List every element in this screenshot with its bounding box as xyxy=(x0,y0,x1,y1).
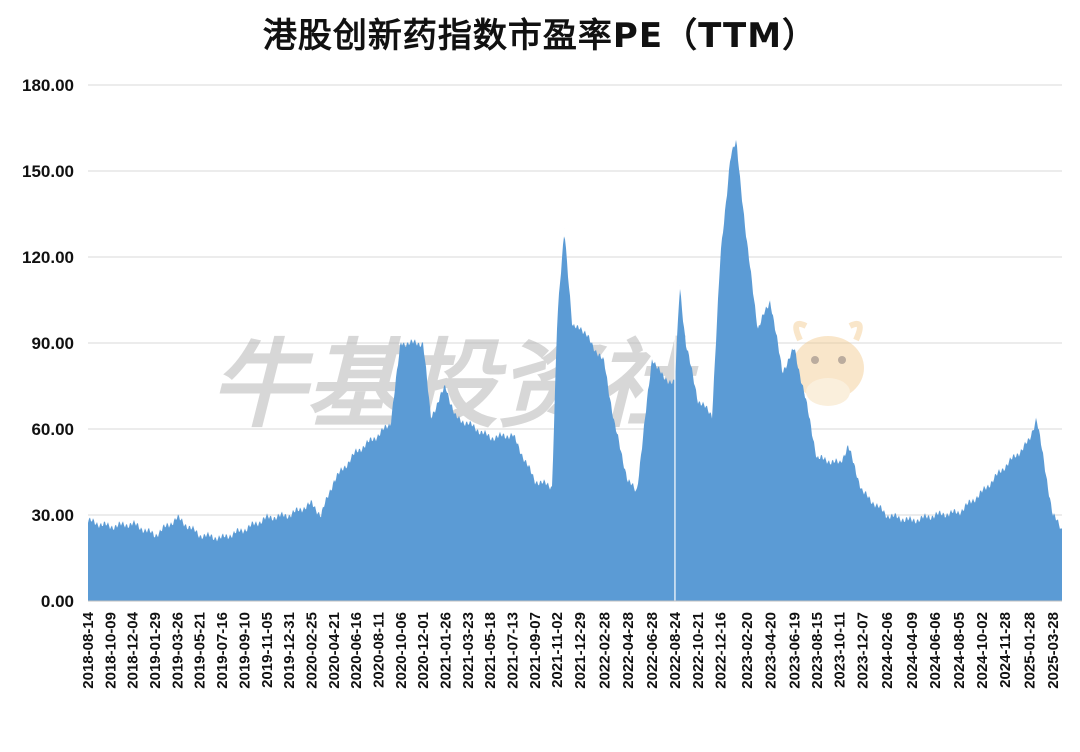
x-tick-label: 2019-01-29 xyxy=(147,612,164,689)
x-tick-label: 2019-09-10 xyxy=(236,612,253,689)
x-tick-label: 2021-01-26 xyxy=(438,612,455,689)
x-tick-label: 2021-12-29 xyxy=(572,612,589,689)
y-tick-label: 150.00 xyxy=(22,162,74,181)
x-tick-label: 2023-04-20 xyxy=(762,612,779,689)
pe-area-series xyxy=(88,139,1062,601)
x-tick-label: 2025-03-28 xyxy=(1045,612,1062,689)
x-tick-label: 2020-12-01 xyxy=(415,612,432,689)
bull-mascot-icon xyxy=(792,320,864,406)
x-tick-label: 2023-08-15 xyxy=(809,612,826,689)
x-tick-label: 2024-04-09 xyxy=(904,612,921,689)
x-tick-label: 2021-09-07 xyxy=(527,612,544,689)
x-tick-label: 2018-08-14 xyxy=(80,611,97,688)
x-tick-label: 2022-08-24 xyxy=(667,611,684,688)
x-tick-label: 2024-11-28 xyxy=(997,612,1014,688)
x-axis: 2018-08-14 2018-10-09 2018-12-04 2019-01-29… xyxy=(80,600,1062,689)
x-tick-label: 2018-10-09 xyxy=(102,612,119,689)
y-tick-label: 30.00 xyxy=(31,506,74,525)
x-tick-label: 2020-10-06 xyxy=(393,612,410,689)
x-tick-label: 2020-06-16 xyxy=(348,612,365,689)
y-tick-label: 90.00 xyxy=(31,334,74,353)
x-tick-label: 2022-02-28 xyxy=(596,612,613,689)
y-axis: 0.00 30.00 60.00 90.00 120.00 150.00 180.00 xyxy=(22,76,74,611)
x-tick-label: 2019-11-05 xyxy=(259,612,276,688)
plot-area xyxy=(87,139,1063,601)
x-tick-label: 2024-10-02 xyxy=(974,612,991,689)
x-tick-label: 2020-04-21 xyxy=(326,612,343,689)
x-tick-label: 2022-10-21 xyxy=(690,612,707,689)
x-tick-label: 2019-07-16 xyxy=(214,612,231,689)
y-tick-label: 120.00 xyxy=(22,248,74,267)
x-tick-label: 2021-11-02 xyxy=(549,612,566,688)
x-tick-label: 2021-05-18 xyxy=(482,612,499,689)
x-tick-label: 2022-04-28 xyxy=(620,612,637,689)
x-tick-label: 2023-02-20 xyxy=(739,612,756,689)
x-tick-label: 2024-06-06 xyxy=(927,612,944,689)
x-tick-label: 2019-12-31 xyxy=(281,612,298,689)
y-tick-label: 180.00 xyxy=(22,76,74,95)
x-tick-label: 2023-12-07 xyxy=(854,612,871,689)
x-tick-label: 2020-02-25 xyxy=(303,612,320,689)
x-tick-label: 2018-12-04 xyxy=(125,611,142,688)
x-tick-label: 2023-10-11 xyxy=(832,612,849,688)
x-tick-label: 2024-02-06 xyxy=(879,612,896,689)
chart-title: 港股创新药指数市盈率PE（TTM） xyxy=(262,16,818,56)
x-tick-label: 2021-03-23 xyxy=(460,612,477,689)
x-tick-label: 2025-01-28 xyxy=(1021,612,1038,689)
y-tick-label: 60.00 xyxy=(31,420,74,439)
x-tick-label: 2022-06-28 xyxy=(644,612,661,689)
x-tick-label: 2022-12-16 xyxy=(712,612,729,689)
x-tick-label: 2023-06-19 xyxy=(786,612,803,689)
x-tick-label: 2019-05-21 xyxy=(192,612,209,689)
y-tick-label: 0.00 xyxy=(41,592,74,611)
x-tick-label: 2024-08-05 xyxy=(951,612,968,689)
x-tick-label: 2020-08-11 xyxy=(370,612,387,688)
x-tick-label: 2019-03-26 xyxy=(169,612,186,689)
x-tick-label: 2021-07-13 xyxy=(505,612,522,689)
